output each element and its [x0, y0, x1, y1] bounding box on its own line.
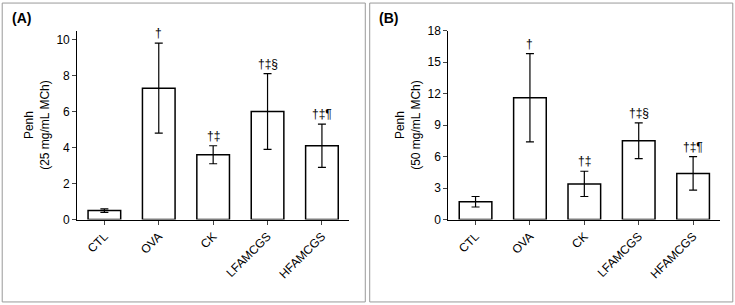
svg-text:10: 10 [56, 33, 70, 47]
svg-text:3: 3 [434, 181, 441, 195]
svg-text:0: 0 [434, 213, 441, 227]
svg-text:†: † [155, 26, 162, 40]
svg-text:(B): (B) [379, 10, 398, 26]
svg-text:15: 15 [428, 55, 442, 69]
svg-text:12: 12 [428, 87, 442, 101]
svg-text:LFAMCGS: LFAMCGS [595, 229, 645, 279]
svg-text:†: † [526, 37, 533, 51]
svg-text:†‡¶: †‡¶ [683, 140, 703, 154]
svg-text:CK: CK [198, 229, 220, 251]
svg-text:8: 8 [63, 69, 70, 83]
svg-text:6: 6 [63, 105, 70, 119]
svg-text:2: 2 [63, 177, 70, 191]
svg-text:HFAMCGS: HFAMCGS [276, 229, 328, 281]
svg-text:†‡¶: †‡¶ [312, 107, 332, 121]
svg-text:Penh(50 mg/mL MCh): Penh(50 mg/mL MCh) [393, 80, 423, 170]
svg-text:Penh(25 mg/mL MCh): Penh(25 mg/mL MCh) [22, 80, 52, 170]
svg-text:OVA: OVA [509, 229, 536, 256]
svg-text:†‡§: †‡§ [258, 57, 278, 71]
svg-text:†‡: †‡ [578, 154, 591, 168]
svg-text:9: 9 [434, 118, 441, 132]
svg-text:LFAMCGS: LFAMCGS [223, 229, 273, 279]
svg-text:0: 0 [63, 213, 70, 227]
svg-text:†‡: †‡ [207, 129, 220, 143]
svg-text:18: 18 [428, 24, 442, 38]
svg-text:OVA: OVA [138, 229, 165, 256]
svg-text:CK: CK [569, 229, 591, 251]
svg-text:HFAMCGS: HFAMCGS [648, 229, 700, 281]
svg-text:(A): (A) [12, 10, 31, 26]
svg-text:CTL: CTL [85, 229, 111, 255]
svg-text:4: 4 [63, 141, 70, 155]
svg-text:6: 6 [434, 150, 441, 164]
svg-text:CTL: CTL [456, 229, 482, 255]
svg-text:†‡§: †‡§ [629, 106, 649, 120]
